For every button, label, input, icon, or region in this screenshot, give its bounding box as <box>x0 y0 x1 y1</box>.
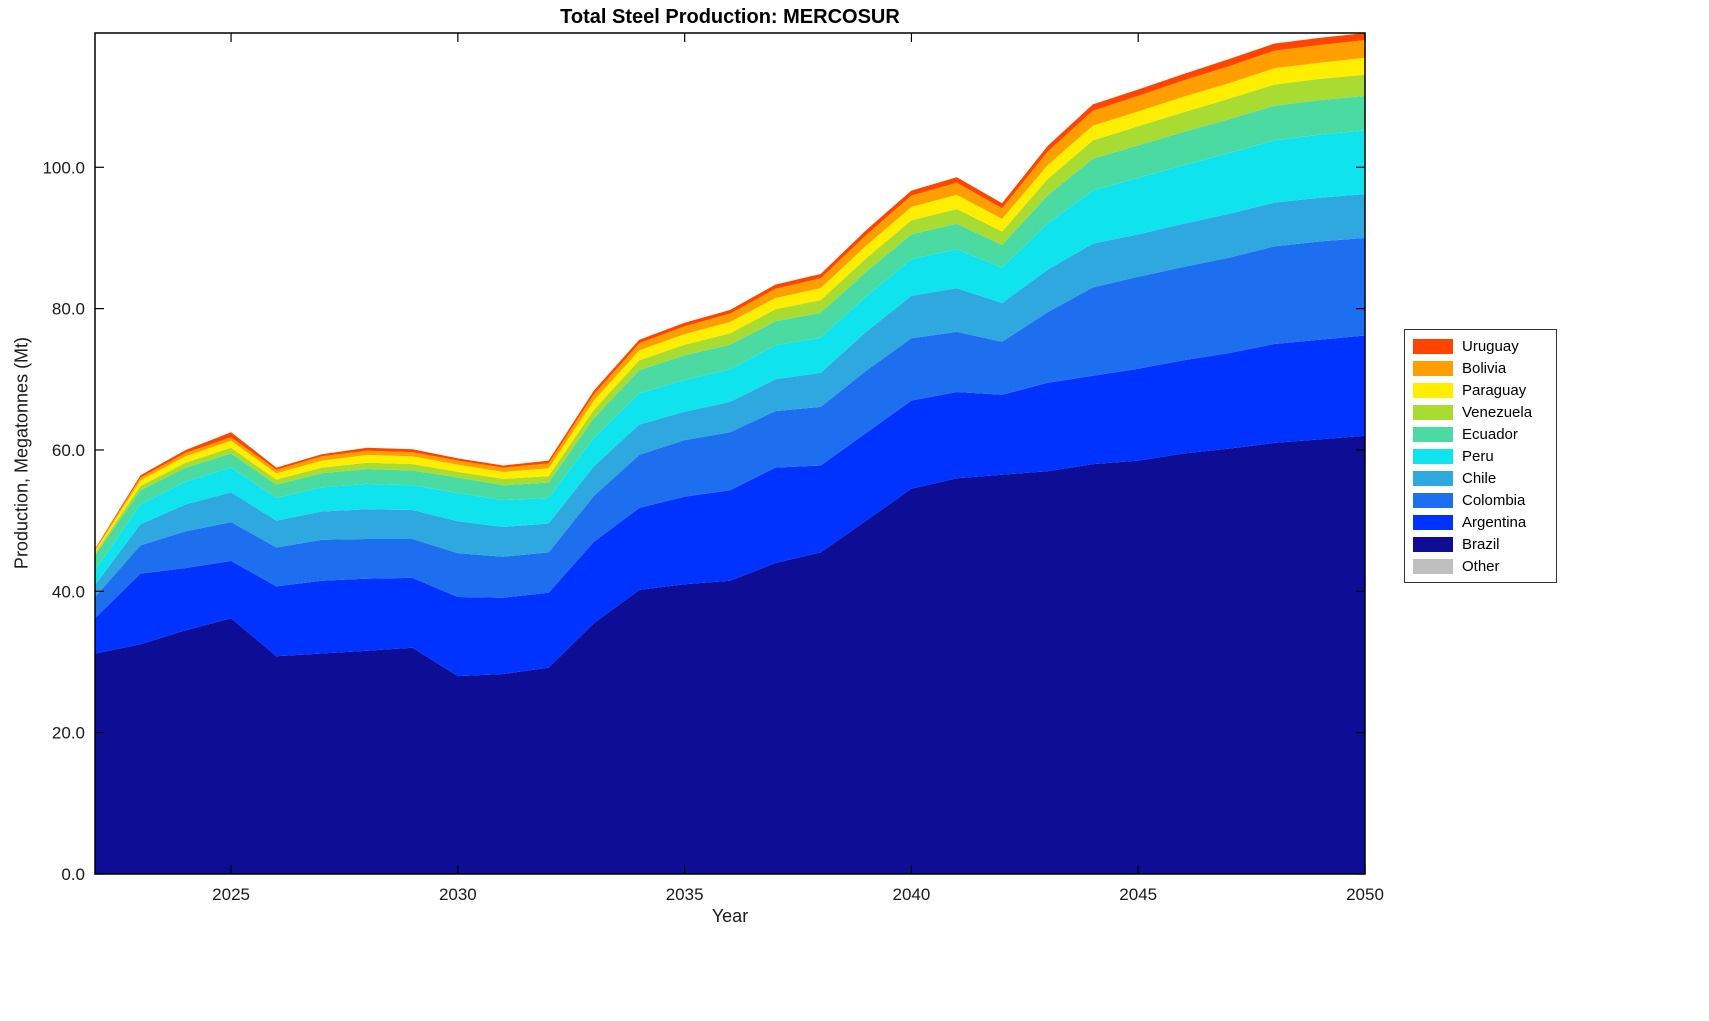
x-tick-label: 2025 <box>212 885 250 904</box>
y-tick-label: 60.0 <box>52 441 85 460</box>
legend-label: Uruguay <box>1462 337 1519 355</box>
legend-swatch <box>1413 404 1453 420</box>
y-tick-label: 0.0 <box>61 865 85 884</box>
x-tick-label: 2050 <box>1346 885 1384 904</box>
legend-box: Uruguay Bolivia Paraguay Venezuela Ecuador Pe… <box>1404 329 1557 583</box>
legend-item-colombia: Colombia <box>1413 489 1552 511</box>
legend-label: Bolivia <box>1462 359 1507 377</box>
x-axis-label: Year <box>711 906 749 926</box>
legend-item-uruguay: Uruguay <box>1413 335 1552 357</box>
legend-item-peru: Peru <box>1413 445 1552 467</box>
legend-item-venezuela: Venezuela <box>1413 401 1552 423</box>
legend-swatch <box>1413 426 1453 442</box>
y-tick-label: 80.0 <box>52 300 85 319</box>
x-tick-label: 2040 <box>893 885 931 904</box>
legend-label: Argentina <box>1462 513 1527 531</box>
area-series-argentina <box>95 335 1365 677</box>
legend-item-paraguay: Paraguay <box>1413 379 1552 401</box>
legend-label: Other <box>1462 557 1500 575</box>
legend-swatch <box>1413 558 1453 574</box>
legend-swatch <box>1413 470 1453 486</box>
area-series-venezuela <box>95 74 1365 556</box>
axes-box <box>94 32 1366 875</box>
legend-item-argentina: Argentina <box>1413 511 1552 533</box>
y-tick-label: 40.0 <box>52 582 85 601</box>
legend-swatch <box>1413 448 1453 464</box>
legend-item-bolivia: Bolivia <box>1413 357 1552 379</box>
x-tick-label: 2035 <box>666 885 704 904</box>
legend-label: Colombia <box>1462 491 1526 509</box>
legend-swatch <box>1413 514 1453 530</box>
legend-label: Chile <box>1462 469 1497 487</box>
chart-title: Total Steel Production: MERCOSUR <box>560 6 900 28</box>
legend-swatch <box>1413 382 1453 398</box>
legend-item-brazil: Brazil <box>1413 533 1552 555</box>
area-series-peru <box>95 130 1365 585</box>
area-series-brazil <box>95 435 1365 874</box>
legend-item-chile: Chile <box>1413 467 1552 489</box>
area-series-colombia <box>95 237 1365 619</box>
x-tick-label: 2045 <box>1119 885 1157 904</box>
legend-label: Paraguay <box>1462 381 1527 399</box>
area-series-chile <box>95 194 1365 597</box>
legend-label: Ecuador <box>1462 425 1518 443</box>
area-series-ecuador <box>95 95 1365 571</box>
x-tick-label: 2030 <box>439 885 477 904</box>
y-tick-label: 100.0 <box>42 158 85 177</box>
legend-label: Venezuela <box>1462 403 1533 421</box>
legend-swatch <box>1413 360 1453 376</box>
legend-swatch <box>1413 536 1453 552</box>
legend-swatch <box>1413 338 1453 354</box>
legend-swatch <box>1413 492 1453 508</box>
legend-item-ecuador: Ecuador <box>1413 423 1552 445</box>
y-tick-label: 20.0 <box>52 724 85 743</box>
legend-label: Peru <box>1462 447 1494 465</box>
legend-label: Brazil <box>1462 535 1500 553</box>
y-axis-label: Production, Megatonnes (Mt) <box>11 336 32 570</box>
legend-item-other: Other <box>1413 555 1552 577</box>
